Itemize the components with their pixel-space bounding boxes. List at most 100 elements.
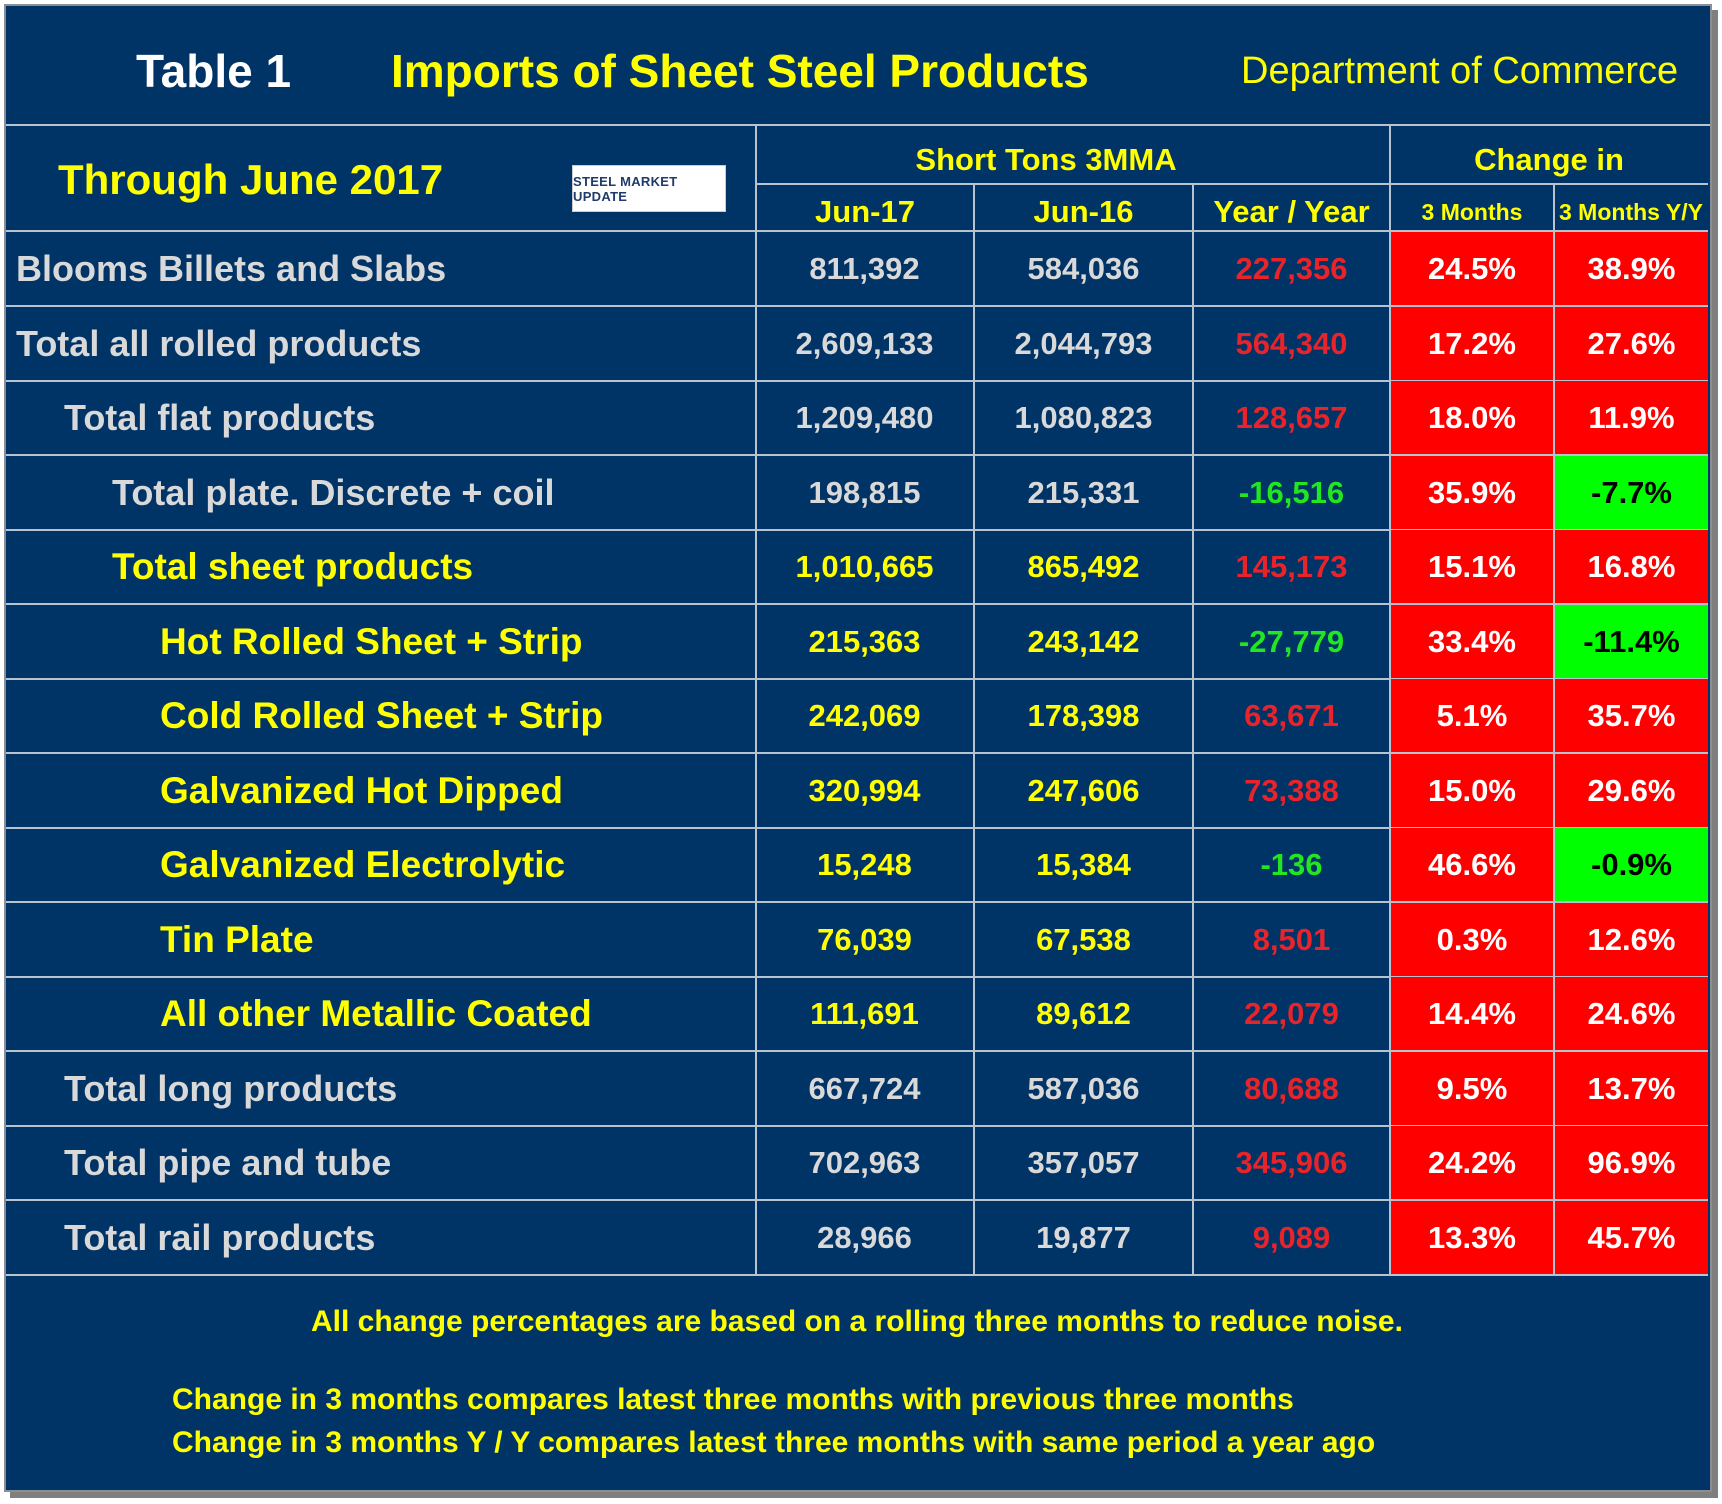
table-row: Total plate. Discrete + coil 198,815 215,3… (6, 455, 1710, 530)
grid-line (1389, 124, 1391, 230)
grid-line (1553, 232, 1555, 1275)
grid-line (6, 603, 1708, 605)
note-3-months-yy: Change in 3 months Y / Y compares latest… (172, 1426, 1376, 1459)
cell-yoy: -136 (1260, 847, 1323, 882)
cell-yoy: 80,688 (1244, 1070, 1339, 1106)
cell-jun16: 67,538 (1036, 921, 1131, 957)
row-label: Tin Plate (160, 918, 314, 960)
grid-line (1553, 183, 1555, 230)
cell-m3yy: 16.8% (1555, 530, 1708, 604)
row-label: Cold Rolled Sheet + Strip (160, 695, 604, 736)
table-row: Tin Plate 76,039 67,538 8,501 0.3% 12.6% (6, 902, 1710, 977)
grid-line (6, 1199, 1708, 1201)
header-jun17: Jun-17 (815, 194, 915, 229)
grid-line (755, 124, 757, 230)
header-jun16: Jun-16 (1033, 194, 1134, 229)
cell-jun16: 178,398 (1027, 698, 1140, 733)
logo-text: STEEL MARKET UPDATE (573, 173, 678, 204)
cell-jun17: 242,069 (808, 698, 921, 733)
cell-m3yy: 38.9% (1555, 232, 1708, 306)
row-label: Total flat products (64, 397, 376, 438)
row-label: Total plate. Discrete + coil (112, 471, 555, 513)
row-label: Total rail products (64, 1216, 376, 1258)
title-bar: Table 1 Imports of Sheet Steel Products … (6, 6, 1710, 126)
grid-line (6, 454, 1708, 456)
grid-line (6, 379, 1708, 382)
cell-m3yy: 13.7% (1555, 1051, 1708, 1126)
table-row: Total flat products 1,209,480 1,080,823 128… (6, 381, 1710, 455)
cell-jun17: 811,392 (809, 251, 920, 286)
cell-m3yy: 24.6% (1555, 977, 1708, 1051)
cell-m3yy: -0.9% (1555, 828, 1708, 902)
cell-m3: 24.2% (1391, 1126, 1553, 1200)
cell-jun16: 357,057 (1027, 1145, 1140, 1180)
cell-jun16: 15,384 (1036, 847, 1131, 882)
note-3-months: Change in 3 months compares latest three… (172, 1383, 1294, 1416)
cell-jun17: 320,994 (808, 772, 921, 808)
cell-yoy: 73,388 (1244, 772, 1339, 808)
cell-yoy: 63,671 (1244, 698, 1339, 733)
grid-line (973, 183, 975, 230)
cell-m3: 15.1% (1391, 530, 1553, 604)
cell-jun16: 89,612 (1036, 996, 1131, 1031)
cell-yoy: 145,173 (1235, 549, 1348, 584)
table-row: Total sheet products 1,010,665 865,492 145,… (6, 530, 1710, 604)
grid-line (6, 752, 1708, 754)
cell-m3: 24.5% (1391, 232, 1553, 306)
cell-jun17: 198,815 (808, 474, 921, 510)
grid-line (6, 826, 1708, 829)
grid-line (6, 1050, 1708, 1052)
grid-line (6, 528, 1708, 531)
cell-jun17: 15,248 (817, 847, 912, 882)
grid-line (755, 183, 1708, 185)
row-label: Hot Rolled Sheet + Strip (160, 620, 583, 662)
row-label: Total pipe and tube (64, 1142, 392, 1183)
cell-yoy: 22,079 (1244, 996, 1339, 1031)
row-label: Total long products (64, 1067, 398, 1109)
cell-yoy: 345,906 (1235, 1145, 1348, 1180)
cell-jun16: 865,492 (1027, 549, 1140, 584)
cell-m3yy: 11.9% (1555, 381, 1708, 455)
header-short-tons: Short Tons 3MMA (915, 142, 1177, 177)
grid-line (6, 1124, 1708, 1127)
cell-m3: 35.9% (1391, 455, 1553, 530)
cell-m3: 0.3% (1391, 902, 1553, 977)
cell-m3yy: 12.6% (1555, 902, 1708, 977)
cell-m3: 18.0% (1391, 381, 1553, 455)
cell-yoy: 227,356 (1235, 251, 1348, 286)
table-row: Galvanized Electrolytic 15,248 15,384 -136 4… (6, 828, 1710, 902)
table-row: All other Metallic Coated 111,691 89,612 22… (6, 977, 1710, 1051)
header-3-months-yy: 3 Months Y/Y (1559, 199, 1703, 225)
cell-m3yy: 27.6% (1555, 306, 1708, 381)
table-label: Table 1 (136, 45, 292, 97)
row-label: Galvanized Hot Dipped (160, 769, 563, 811)
table-row: Blooms Billets and Slabs 811,392 584,036 22… (6, 232, 1710, 306)
cell-m3yy: 29.6% (1555, 753, 1708, 828)
table-row: Cold Rolled Sheet + Strip 242,069 178,398 6… (6, 679, 1710, 753)
row-label: Galvanized Electrolytic (160, 844, 566, 885)
cell-m3: 14.4% (1391, 977, 1553, 1051)
cell-jun17: 111,691 (810, 996, 919, 1031)
cell-m3yy: 96.9% (1555, 1126, 1708, 1200)
header-3-months: 3 Months (1421, 199, 1523, 225)
cell-yoy: -16,516 (1238, 474, 1345, 510)
cell-m3yy: -7.7% (1555, 455, 1708, 530)
cell-m3: 17.2% (1391, 306, 1553, 381)
row-label: All other Metallic Coated (160, 993, 592, 1034)
steel-market-update-logo: STEEL MARKET UPDATE (572, 165, 726, 212)
table-title: Imports of Sheet Steel Products (391, 45, 1089, 97)
cell-m3yy: 45.7% (1555, 1200, 1708, 1275)
grid-line (755, 232, 757, 1275)
grid-line (6, 1273, 1708, 1276)
cell-yoy: 128,657 (1235, 400, 1348, 435)
cell-yoy: -27,779 (1238, 623, 1345, 659)
cell-yoy: 9,089 (1252, 1219, 1331, 1255)
cell-jun17: 28,966 (817, 1219, 912, 1255)
cell-m3: 13.3% (1391, 1200, 1553, 1275)
note-rolling: All change percentages are based on a ro… (311, 1305, 1403, 1338)
row-label: Total all rolled products (16, 322, 422, 364)
row-label: Blooms Billets and Slabs (16, 248, 447, 289)
header-year-year: Year / Year (1213, 194, 1370, 229)
cell-m3: 9.5% (1391, 1051, 1553, 1126)
cell-jun16: 587,036 (1027, 1070, 1140, 1106)
